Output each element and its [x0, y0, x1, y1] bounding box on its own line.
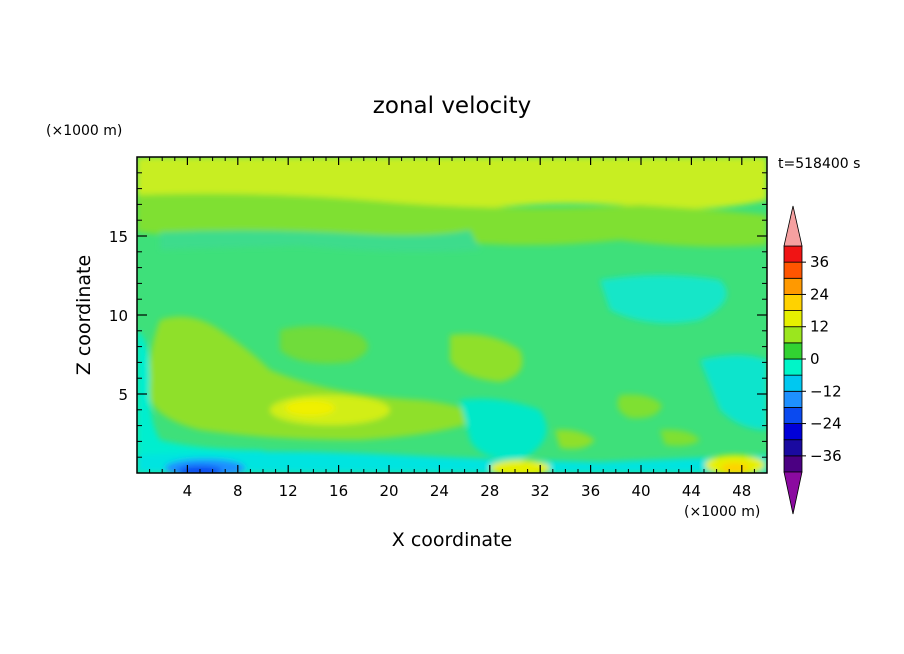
- y-unit-label: (×1000 m): [46, 123, 122, 139]
- colorbar-segment: [783, 407, 803, 424]
- colorbar-label: −12: [810, 382, 842, 400]
- colorbar-label: 36: [810, 253, 829, 271]
- x-tick-label: 4: [183, 482, 193, 500]
- x-tick-label: 28: [480, 482, 499, 500]
- colorbar-segment: [783, 374, 803, 392]
- x-tick-label: 20: [379, 482, 398, 500]
- colorbar-segment: [783, 245, 803, 263]
- x-axis-label: X coordinate: [392, 529, 512, 551]
- center-cyan-region: [460, 398, 547, 460]
- x-tick-label: 48: [732, 482, 751, 500]
- colorbar-segment: [783, 342, 803, 360]
- colorbar-under-arrow: [783, 471, 803, 515]
- colorbar-segment: [783, 261, 803, 279]
- y-axis: 5 10 15: [109, 172, 767, 458]
- colorbar-label: 24: [810, 285, 829, 303]
- x-tick-label: 16: [329, 482, 348, 500]
- colorbar-label: 12: [810, 318, 829, 336]
- colorbar-segment: [783, 294, 803, 311]
- y-tick-label: 15: [109, 228, 128, 246]
- y-tick-label: 5: [118, 386, 128, 404]
- x-unit-label: (×1000 m): [684, 504, 760, 520]
- mid-green-patch-4: [555, 429, 595, 449]
- colorbar-label: 0: [810, 350, 820, 368]
- velocity-field: [137, 157, 767, 473]
- right-cyan-region-2: [700, 355, 767, 430]
- mid-green-patch-2: [450, 334, 523, 382]
- x-tick-label: 44: [682, 482, 701, 500]
- x-axis: 4 8 12 16 20 24 28 32 36 40 44 48: [149, 157, 755, 500]
- x-tick-label: 24: [430, 482, 449, 500]
- colorbar-segment: [783, 358, 803, 376]
- mid-green-patch-3: [617, 394, 662, 419]
- colorbar-label: −36: [810, 447, 842, 465]
- y-axis-label: Z coordinate: [73, 255, 95, 375]
- x-tick-label: 40: [631, 482, 650, 500]
- colorbar-segment: [783, 277, 803, 295]
- left-plume: [148, 316, 480, 440]
- bottom-yellow-patch-1: [490, 460, 550, 473]
- x-tick-label: 32: [531, 482, 550, 500]
- mid-green-patch-1: [280, 326, 368, 364]
- colorbar-segment: [783, 326, 803, 344]
- colorbar-segment: [783, 390, 803, 408]
- y-tick-label: 10: [109, 307, 128, 325]
- bottom-cyan-band: [137, 451, 767, 473]
- colorbar-segment: [783, 423, 803, 441]
- upper-cyan-green-band: [160, 230, 480, 252]
- colorbar-segment: [783, 439, 803, 457]
- yellow-core-center: [285, 400, 335, 416]
- time-label: t=518400 s: [778, 156, 860, 172]
- colorbar-over-arrow: [783, 205, 803, 247]
- bottom-orange-patch: [721, 463, 749, 473]
- right-cyan-region: [600, 275, 727, 324]
- x-tick-label: 36: [581, 482, 600, 500]
- colorbar-label: −24: [810, 415, 842, 433]
- mid-green-patch-5: [660, 429, 700, 446]
- colorbar-segment: [783, 310, 803, 328]
- x-tick-label: 8: [233, 482, 243, 500]
- x-tick-label: 12: [279, 482, 298, 500]
- colorbar-segment: [783, 455, 803, 473]
- chart-title: zonal velocity: [373, 93, 531, 119]
- colorbar: −36 −24 −12 0 12 24 36: [783, 205, 842, 515]
